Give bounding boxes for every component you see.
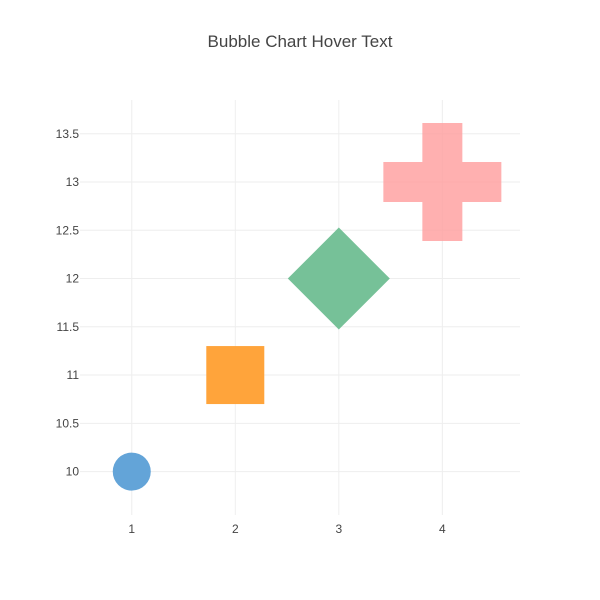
x-tick-label: 3 — [335, 522, 342, 536]
y-tick-label: 12.5 — [56, 223, 80, 237]
y-tick-label: 13.5 — [56, 127, 80, 141]
data-point-cross — [383, 123, 502, 242]
data-point-circle — [112, 452, 151, 491]
y-tick-label: 13 — [66, 175, 80, 189]
data-point-square — [206, 346, 265, 405]
data-point-diamond — [287, 227, 390, 330]
y-tick-label: 11.5 — [57, 320, 80, 334]
x-tick-label: 4 — [439, 522, 446, 536]
x-tick-label: 1 — [128, 522, 135, 536]
y-tick-label: 12 — [66, 272, 80, 286]
x-tick-label: 2 — [232, 522, 239, 536]
chart-title: Bubble Chart Hover Text — [207, 32, 393, 51]
y-tick-label: 10 — [66, 465, 80, 479]
y-tick-label: 11 — [67, 368, 80, 382]
y-tick-label: 10.5 — [56, 416, 80, 430]
